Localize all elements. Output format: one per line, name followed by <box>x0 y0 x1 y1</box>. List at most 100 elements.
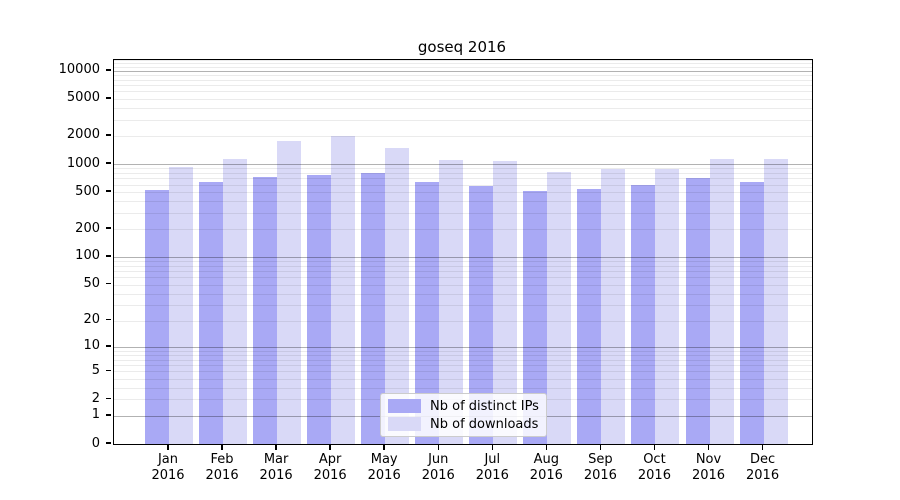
bar-distinct-ips-dec <box>739 181 764 444</box>
y-tick-mark <box>106 227 111 229</box>
y-tick-mark <box>106 162 111 164</box>
y-gridline <box>114 168 812 170</box>
x-tick-mark <box>275 444 277 450</box>
legend-label-distinct-ips: Nb of distinct IPs <box>430 398 539 414</box>
y-gridline <box>114 201 812 203</box>
bar-distinct-ips-mar <box>253 176 278 444</box>
y-gridline <box>114 85 812 87</box>
y-gridline <box>114 371 812 373</box>
y-gridline <box>114 304 812 306</box>
x-tick-mark <box>383 444 385 450</box>
y-tick-mark <box>106 369 111 372</box>
y-gridline <box>114 365 812 367</box>
y-gridline <box>114 178 812 180</box>
y-tick-label: 0 <box>91 435 100 451</box>
y-gridline <box>114 173 812 175</box>
bar-distinct-ips-feb <box>199 181 224 444</box>
y-gridline <box>114 70 812 72</box>
y-tick-label: 100 <box>75 248 100 264</box>
x-tick-mark <box>599 444 602 450</box>
y-tick-mark <box>106 134 111 136</box>
x-tick-label-sep: Sep 2016 <box>583 452 617 483</box>
x-tick-mark <box>167 444 169 450</box>
y-gridline <box>114 192 812 194</box>
bar-distinct-ips-oct <box>631 185 656 444</box>
bar-distinct-ips-jan <box>145 189 169 444</box>
y-tick-label: 5 <box>91 362 100 378</box>
x-tick-label-dec: Dec 2016 <box>746 452 780 483</box>
x-tick-label-nov: Nov 2016 <box>691 452 726 483</box>
bar-downloads-apr <box>331 136 356 444</box>
x-tick-mark <box>221 444 223 450</box>
bar-downloads-nov <box>709 158 734 444</box>
y-gridline <box>114 320 812 322</box>
y-tick-mark <box>106 190 111 192</box>
y-tick-label: 10000 <box>58 62 100 78</box>
y-gridline <box>114 293 812 295</box>
bar-downloads-oct <box>655 168 680 444</box>
y-gridline <box>114 350 812 352</box>
y-tick-mark <box>106 69 111 71</box>
x-tick-label-may: May 2016 <box>367 452 401 483</box>
bar-downloads-dec <box>763 159 788 444</box>
legend-swatch-distinct-ips <box>388 399 421 413</box>
x-tick-label-jul: Jul 2016 <box>475 452 509 483</box>
legend-row-downloads: Nb of downloads <box>388 417 539 432</box>
y-gridline <box>114 261 812 263</box>
y-gridline <box>114 265 812 267</box>
x-tick-label-feb: Feb 2016 <box>205 452 239 483</box>
y-tick-mark <box>106 345 111 347</box>
grid-layer <box>114 60 812 444</box>
x-tick-mark <box>707 444 710 450</box>
y-tick-mark <box>106 397 111 400</box>
y-gridline <box>114 107 812 109</box>
x-tick-mark <box>545 444 548 450</box>
legend-swatch-downloads <box>388 417 421 431</box>
bar-downloads-jan <box>169 167 193 444</box>
legend: Nb of distinct IPs Nb of downloads <box>380 393 547 437</box>
x-tick-label-aug: Aug 2016 <box>529 452 563 483</box>
y-gridline <box>114 277 812 279</box>
y-tick-label: 1 <box>91 407 100 423</box>
y-tick-mark <box>106 442 111 444</box>
x-tick-mark <box>329 444 331 450</box>
y-gridline <box>114 359 812 361</box>
y-gridline <box>114 91 812 93</box>
y-gridline <box>114 98 812 100</box>
bar-downloads-mar <box>277 140 302 444</box>
y-gridline <box>114 284 812 286</box>
y-gridline <box>114 256 812 258</box>
bar-distinct-ips-sep <box>577 189 602 444</box>
y-gridline <box>114 271 812 273</box>
x-tick-label-oct: Oct 2016 <box>637 452 671 483</box>
y-gridline <box>114 354 812 356</box>
plot-area: Nb of distinct IPs Nb of downloads <box>113 59 813 445</box>
bar-distinct-ips-nov <box>685 177 710 444</box>
bar-downloads-aug <box>547 171 572 444</box>
y-tick-label: 1000 <box>66 155 100 171</box>
y-tick-label: 2000 <box>66 127 100 143</box>
x-tick-label-jan: Jan 2016 <box>151 452 185 483</box>
y-tick-label: 50 <box>83 276 100 292</box>
y-tick-mark <box>106 318 111 321</box>
y-gridline <box>114 229 812 231</box>
bar-downloads-sep <box>601 169 626 444</box>
chart-title: goseq 2016 <box>417 38 507 56</box>
y-tick-mark <box>106 414 111 416</box>
y-gridline <box>114 378 812 380</box>
y-gridline <box>114 75 812 77</box>
y-gridline <box>114 184 812 186</box>
y-tick-label: 20 <box>83 312 100 328</box>
y-tick-mark <box>106 255 111 257</box>
x-tick-label-jun: Jun 2016 <box>421 452 455 483</box>
bar-distinct-ips-apr <box>307 174 332 444</box>
y-gridline <box>114 135 812 137</box>
x-tick-mark <box>653 444 656 450</box>
x-tick-mark <box>491 444 494 450</box>
bar-downloads-feb <box>223 159 248 444</box>
legend-row-distinct-ips: Nb of distinct IPs <box>388 399 539 414</box>
x-tick-label-apr: Apr 2016 <box>313 452 347 483</box>
x-tick-mark <box>761 444 764 450</box>
y-gridline <box>114 387 812 389</box>
